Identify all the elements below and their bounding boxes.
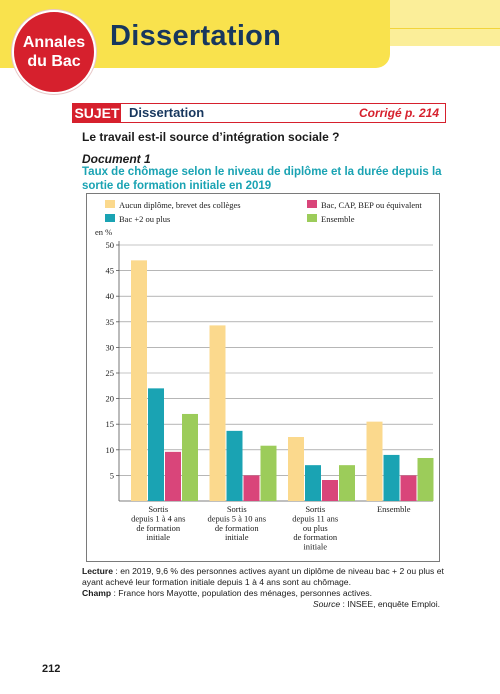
bar — [148, 388, 164, 501]
y-tick-label: 50 — [106, 240, 115, 250]
header-band-right — [390, 0, 500, 46]
badge-line-1: Annales — [22, 34, 86, 51]
bar — [322, 480, 338, 501]
x-tick-label: Ensemble — [377, 504, 411, 514]
lecture-label: Lecture — [82, 566, 114, 576]
bar — [305, 465, 321, 501]
sujet-tag: SUJET — [73, 104, 121, 122]
legend-swatch — [307, 200, 317, 208]
y-tick-label: 40 — [106, 291, 115, 301]
lecture-note: Lecture : en 2019, 9,6 % des personnes a… — [82, 566, 454, 588]
y-tick-label: 5 — [110, 470, 114, 480]
champ-text: : France hors Mayotte, population des mé… — [111, 588, 372, 598]
x-tick-label: de formation — [136, 523, 180, 533]
x-tick-label: initiale — [303, 542, 327, 552]
bar — [383, 454, 400, 501]
badge-line-2: du Bac — [27, 53, 81, 70]
bar — [288, 437, 304, 501]
sujet-title: Dissertation — [129, 105, 205, 120]
y-tick-label: 15 — [106, 419, 115, 429]
lecture-text: : en 2019, 9,6 % des personnes actives a… — [82, 566, 444, 587]
bar — [209, 325, 226, 501]
y-tick-label: 45 — [106, 266, 115, 276]
legend-label: Bac +2 ou plus — [119, 214, 170, 224]
x-tick-label: Sortis — [227, 504, 247, 514]
source-text: : INSEE, enquête Emploi. — [340, 599, 440, 609]
bar — [165, 451, 181, 501]
y-tick-label: 35 — [106, 317, 115, 327]
x-tick-label: initiale — [225, 532, 249, 542]
bar — [400, 475, 417, 501]
legend-label: Bac, CAP, BEP ou équivalent — [321, 200, 422, 210]
y-axis-label: en % — [95, 227, 112, 237]
legend-label: Ensemble — [321, 214, 355, 224]
chart-frame: Aucun diplôme, brevet des collèges Bac +2… — [86, 193, 440, 562]
bar — [339, 465, 355, 501]
document-label: Document 1 — [82, 152, 151, 166]
unemployment-bar-chart: Aucun diplôme, brevet des collèges Bac +2… — [95, 200, 434, 552]
legend-swatch — [105, 200, 115, 208]
source-note: Source : INSEE, enquête Emploi. — [313, 599, 440, 610]
x-tick-label: depuis 5 à 10 ans — [207, 513, 266, 523]
y-tick-label: 20 — [106, 394, 115, 404]
annales-badge: Annales du Bac — [12, 10, 96, 94]
x-tick-label: Sortis — [305, 504, 325, 514]
bar — [182, 413, 198, 501]
page-number: 212 — [42, 663, 61, 675]
page-title: Dissertation — [110, 20, 282, 52]
subject-question: Le travail est-il source d’intégration s… — [82, 130, 340, 144]
y-tick-label: 30 — [106, 342, 115, 352]
x-tick-label: depuis 1 à 4 ans — [131, 513, 185, 523]
header-band-line — [390, 28, 500, 29]
y-tick-label: 25 — [106, 368, 115, 378]
bar — [243, 475, 260, 501]
source-label: Source — [312, 599, 341, 609]
x-tick-label: de formation — [215, 523, 259, 533]
bar — [417, 457, 434, 501]
legend-swatch — [307, 214, 317, 222]
champ-label: Champ — [82, 588, 112, 598]
x-tick-label: ou plus — [303, 523, 328, 533]
x-tick-label: Sortis — [148, 504, 168, 514]
x-tick-label: de formation — [293, 532, 337, 542]
x-tick-label: initiale — [146, 532, 170, 542]
champ-note: Champ : France hors Mayotte, population … — [82, 588, 454, 599]
sujet-bar: SUJET Dissertation Corrigé p. 214 — [72, 103, 446, 123]
y-tick-label: 10 — [106, 445, 115, 455]
x-tick-label: depuis 11 ans — [292, 513, 338, 523]
document-title: Taux de chômage selon le niveau de diplô… — [82, 166, 442, 192]
corrige-link[interactable]: Corrigé p. 214 — [358, 106, 439, 120]
legend-label: Aucun diplôme, brevet des collèges — [119, 200, 241, 210]
bar — [131, 260, 147, 501]
bar — [366, 421, 383, 501]
bar — [260, 445, 277, 501]
bar — [226, 430, 243, 501]
legend-swatch — [105, 214, 115, 222]
